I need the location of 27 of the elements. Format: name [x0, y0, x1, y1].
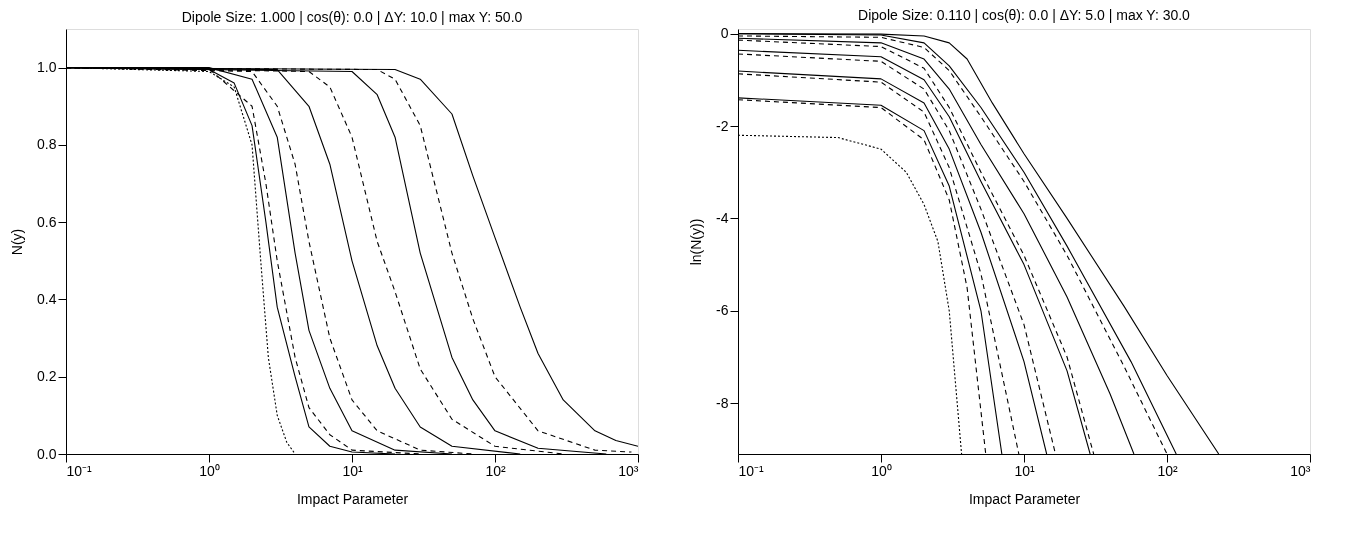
y-tick-label: -8	[716, 394, 729, 411]
x-tick-label: 10¹	[342, 462, 363, 479]
y-tick-label: -4	[716, 209, 729, 226]
x-tick-label: 10²	[485, 462, 506, 479]
x-tick-label: 10⁰	[199, 462, 220, 479]
y-axis-title: N(y)	[9, 228, 26, 256]
chart-title: Dipole Size: 1.000 | cos(θ): 0.0 | ΔY: 10.0 | max Y: 50.0	[181, 9, 523, 25]
y-axis-title: ln(N(y))	[688, 218, 705, 266]
y-tick-label: 0.2	[37, 368, 57, 385]
y-tick-label: 1.0	[37, 59, 57, 76]
x-tick-label: 10³	[618, 462, 639, 479]
x-tick-label: 10²	[1157, 462, 1178, 479]
y-tick-label: 0.0	[37, 445, 57, 462]
x-axis-title: Impact Parameter	[968, 490, 1081, 507]
y-tick-label: 0.4	[37, 290, 57, 307]
x-tick-label: 10³	[1290, 462, 1311, 479]
y-tick-label: 0.6	[37, 213, 57, 230]
x-axis-title: Impact Parameter	[296, 490, 409, 507]
x-tick-label: 10⁻¹	[738, 462, 765, 479]
y-tick-label: 0	[720, 25, 729, 42]
y-tick-label: -6	[716, 302, 729, 319]
chart-title: Dipole Size: 0.110 | cos(θ): 0.0 | ΔY: 5.0 | max Y: 30.0	[858, 6, 1191, 23]
x-tick-label: 10⁰	[871, 462, 892, 479]
y-tick-label: 0.8	[37, 136, 57, 153]
y-tick-label: -2	[716, 117, 729, 134]
x-tick-label: 10⁻¹	[66, 462, 93, 479]
x-tick-label: 10¹	[1014, 462, 1035, 479]
